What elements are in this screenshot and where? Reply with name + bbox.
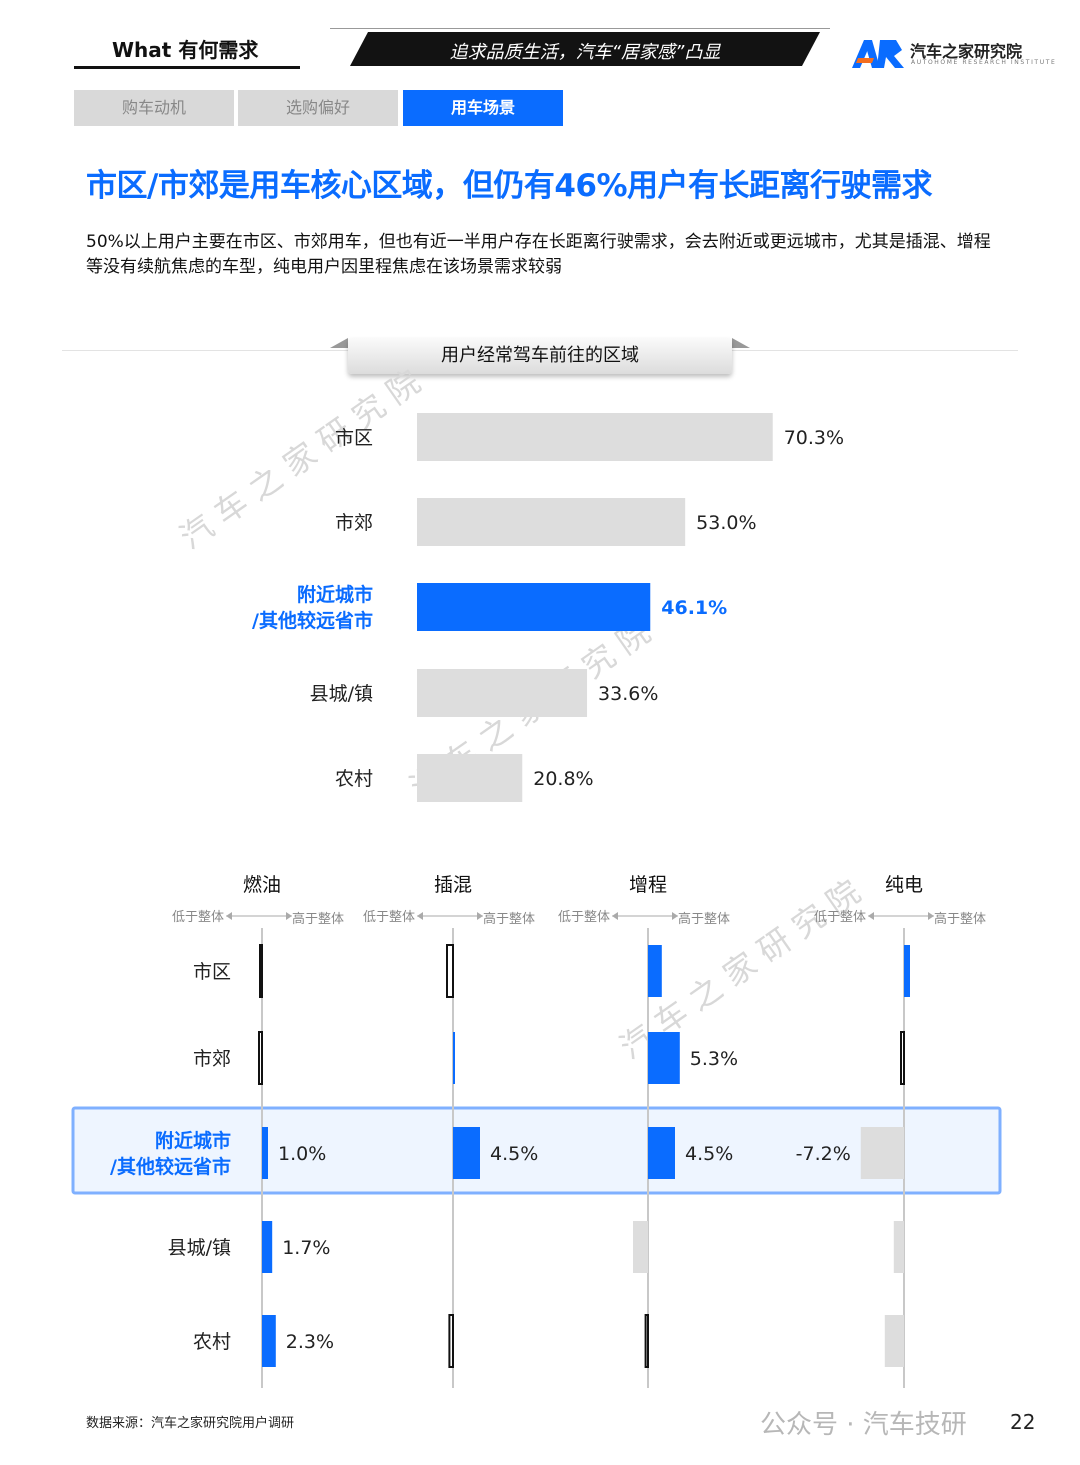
diff-bar-positive <box>453 1127 480 1179</box>
diff-bar-negative <box>644 1314 649 1368</box>
axis-arrow-right <box>672 912 678 920</box>
bar <box>417 413 773 461</box>
series-name: 纯电 <box>885 874 923 896</box>
highlight-row-band <box>71 1106 1002 1195</box>
value-label: 33.6% <box>598 683 658 705</box>
diff-value-label: 1.7% <box>282 1237 330 1259</box>
page-description: 50%以上用户主要在市区、市郊用车，但也有近一半用户存在长距离行驶需求，会去附近… <box>86 232 991 277</box>
logo-name: 汽车之家研究院 <box>910 42 1023 61</box>
banner-fold-right <box>732 338 750 348</box>
diff-bar-positive <box>262 1315 276 1367</box>
axis-arrow-right <box>477 912 483 920</box>
section-label: What 有何需求 <box>74 28 300 69</box>
diff-bar-positive <box>453 1032 455 1084</box>
watermark-text: 汽车之家研究院 <box>173 357 436 557</box>
diff-value-label: 2.3% <box>286 1331 334 1353</box>
diff-bar-positive <box>648 1032 680 1084</box>
category-label: /其他较远省市 <box>252 609 373 632</box>
row-label: 市区 <box>193 961 231 983</box>
diff-bar-negative <box>448 1314 454 1368</box>
axis-arrow-left <box>226 912 232 920</box>
value-label: 46.1% <box>661 597 727 619</box>
row-label: 附近城市 <box>155 1129 231 1152</box>
axis-right-label: 高于整体 <box>292 911 344 927</box>
diff-bar-negative <box>258 1031 263 1085</box>
diff-bar-negative <box>633 1221 648 1273</box>
bar <box>417 498 686 546</box>
chart-title-banner: 用户经常驾车前往的区域 <box>348 338 732 374</box>
category-label: 农村 <box>335 768 373 790</box>
diff-bar-positive <box>648 1127 675 1179</box>
diff-bar-negative <box>860 1127 904 1179</box>
category-label: 市郊 <box>335 512 373 534</box>
value-label: 53.0% <box>696 512 756 534</box>
diff-value-label: 1.0% <box>278 1143 326 1165</box>
diff-value-label: 4.5% <box>685 1143 733 1165</box>
tab-purchase-preference[interactable]: 选购偏好 <box>238 90 398 126</box>
axis-right-label: 高于整体 <box>483 911 535 927</box>
banner-fold-left <box>330 338 348 348</box>
series-name: 增程 <box>629 874 667 896</box>
row-label: 农村 <box>193 1331 231 1353</box>
diff-bar-negative <box>900 1031 905 1085</box>
diff-value-label: 5.3% <box>690 1048 738 1070</box>
tab-purchase-motive[interactable]: 购车动机 <box>74 90 234 126</box>
category-label: 附近城市 <box>297 583 373 606</box>
axis-left-label: 低于整体 <box>558 910 610 925</box>
axis-arrow-left <box>612 912 618 920</box>
section-label-text: What 有何需求 <box>112 38 259 62</box>
slogan-text: 追求品质生活，汽车“居家感”凸显 <box>449 42 721 63</box>
axis-right-label: 高于整体 <box>934 911 986 927</box>
series-name: 燃油 <box>243 874 281 896</box>
diff-bar-positive <box>904 945 910 997</box>
bar <box>417 669 588 717</box>
value-label: 20.8% <box>533 768 593 790</box>
diff-bar-positive <box>648 945 662 997</box>
diff-bar-positive <box>262 1221 273 1273</box>
slogan-banner: 追求品质生活，汽车“居家感”凸显 <box>350 32 820 66</box>
data-source: 数据来源：汽车之家研究院用户调研 <box>86 1416 295 1431</box>
page-number: 22 <box>1010 1410 1036 1434</box>
axis-left-label: 低于整体 <box>363 910 415 925</box>
axis-right-label: 高于整体 <box>678 911 730 927</box>
header-rule <box>330 28 830 29</box>
bar <box>417 583 651 631</box>
value-label: 70.3% <box>784 427 844 449</box>
diff-bar-negative <box>259 944 263 998</box>
diff-value-label: -7.2% <box>796 1143 851 1165</box>
diff-bar-negative <box>884 1315 904 1367</box>
autohome-logo-icon <box>852 40 904 68</box>
diff-bar-negative <box>893 1221 904 1273</box>
axis-arrow-left <box>868 912 874 920</box>
logo-english: AUTOHOME RESEARCH INSTITUTE <box>911 59 1057 66</box>
row-label: 县城/镇 <box>168 1237 231 1259</box>
axis-left-label: 低于整体 <box>814 910 866 925</box>
row-label: /其他较远省市 <box>110 1155 231 1178</box>
axis-arrow-left <box>417 912 423 920</box>
diff-value-label: 4.5% <box>490 1143 538 1165</box>
diff-bar-negative <box>446 944 454 998</box>
axis-arrow-right <box>286 912 292 920</box>
category-label: 市区 <box>335 427 373 449</box>
row-label: 市郊 <box>193 1048 231 1070</box>
region-bar-chart: 市区 70.3% 市郊 53.0% 附近城市/其他较远省市 46.1% 县城/镇 33.6% 农… <box>252 413 844 802</box>
axis-left-label: 低于整体 <box>172 910 224 925</box>
series-name: 插混 <box>434 874 472 896</box>
axis-arrow-right <box>928 912 934 920</box>
category-label: 县城/镇 <box>310 683 373 705</box>
tab-usage-scenario[interactable]: 用车场景 <box>403 90 563 126</box>
page-title: 市区/市郊是用车核心区域，但仍有46%用户有长距离行驶需求 <box>86 168 933 204</box>
wechat-account-watermark: 公众号 · 汽车技研 <box>760 1410 967 1440</box>
bar <box>417 754 523 802</box>
diff-bar-positive <box>262 1127 268 1179</box>
